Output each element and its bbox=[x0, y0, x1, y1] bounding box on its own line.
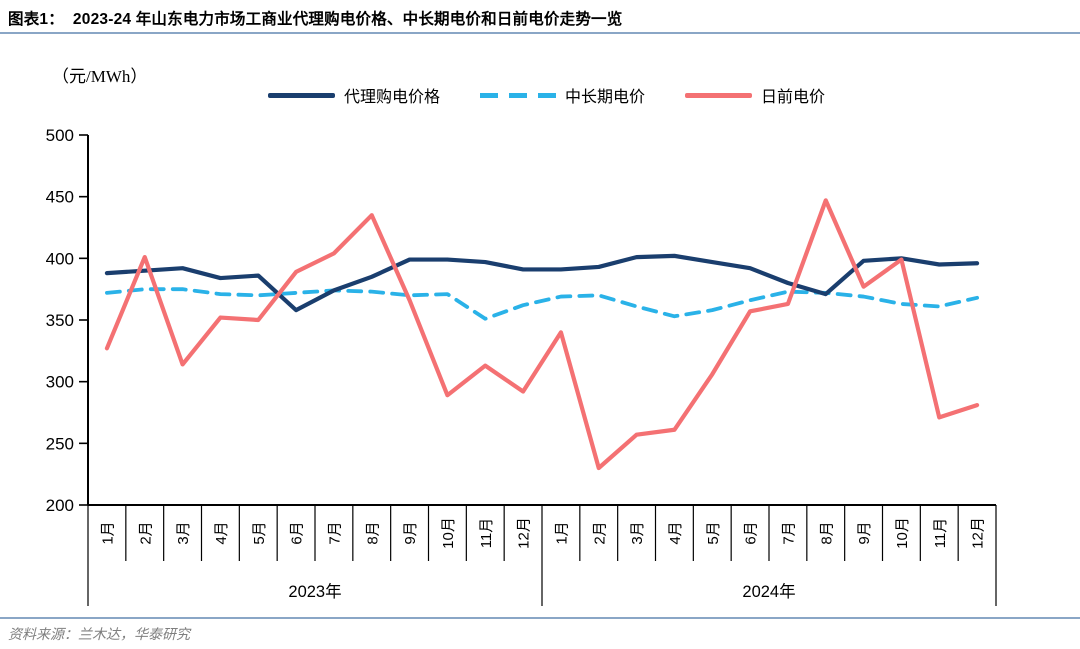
svg-text:9月: 9月 bbox=[856, 521, 873, 544]
svg-text:11月: 11月 bbox=[932, 518, 949, 549]
source-note: 资料来源：兰木达，华泰研究 bbox=[8, 628, 190, 643]
legend-line-swatch-dashed-cyan bbox=[480, 92, 557, 98]
title-divider bbox=[0, 32, 1080, 34]
svg-text:400: 400 bbox=[46, 249, 74, 268]
footer-divider bbox=[0, 617, 1080, 619]
svg-text:9月: 9月 bbox=[402, 521, 419, 544]
svg-text:4月: 4月 bbox=[667, 521, 684, 544]
svg-text:12月: 12月 bbox=[970, 517, 987, 549]
svg-text:1月: 1月 bbox=[553, 521, 570, 544]
svg-text:8月: 8月 bbox=[818, 521, 835, 544]
svg-text:12月: 12月 bbox=[516, 517, 533, 549]
svg-text:1月: 1月 bbox=[99, 521, 116, 544]
svg-text:2月: 2月 bbox=[137, 521, 154, 544]
line-chart-plot: 500 450 400 350 300 250 200 1月 2月 3月 4月 5月 6月 7月 8月 9月 1… bbox=[46, 126, 997, 606]
svg-text:3月: 3月 bbox=[175, 521, 192, 544]
legend-label: 代理购电价格 bbox=[344, 89, 441, 106]
svg-text:7月: 7月 bbox=[780, 521, 797, 544]
svg-text:3月: 3月 bbox=[629, 521, 646, 544]
svg-text:2024年: 2024年 bbox=[742, 582, 795, 601]
legend-item-zhongchangqi: 中长期电价 bbox=[480, 83, 645, 107]
svg-text:11月: 11月 bbox=[478, 518, 495, 549]
svg-text:7月: 7月 bbox=[326, 521, 343, 544]
svg-text:2月: 2月 bbox=[591, 521, 608, 544]
legend-item-riqian: 日前电价 bbox=[685, 83, 825, 107]
legend-label: 日前电价 bbox=[761, 89, 826, 106]
svg-text:10月: 10月 bbox=[894, 517, 911, 549]
legend-item-daili: 代理购电价格 bbox=[268, 83, 440, 107]
svg-text:8月: 8月 bbox=[364, 521, 381, 544]
svg-text:200: 200 bbox=[46, 496, 74, 515]
svg-text:5月: 5月 bbox=[705, 521, 722, 544]
legend-line-swatch-solid-red bbox=[685, 92, 753, 98]
svg-text:6月: 6月 bbox=[289, 521, 306, 544]
chart-title: 图表1： 2023-24 年山东电力市场工商业代理购电价格、中长期电价和日前电价… bbox=[8, 11, 623, 28]
svg-text:250: 250 bbox=[46, 434, 74, 453]
svg-text:450: 450 bbox=[46, 188, 74, 207]
svg-text:300: 300 bbox=[46, 373, 74, 392]
y-axis-unit-label: （元/MWh） bbox=[52, 67, 148, 86]
svg-text:10月: 10月 bbox=[440, 517, 457, 549]
figure-header: 图表1： 2023-24 年山东电力市场工商业代理购电价格、中长期电价和日前电价… bbox=[0, 0, 1080, 32]
legend-label: 中长期电价 bbox=[565, 89, 646, 106]
svg-text:2023年: 2023年 bbox=[288, 582, 341, 601]
svg-text:500: 500 bbox=[46, 126, 74, 145]
chart-legend: 代理购电价格 中长期电价 日前电价 bbox=[268, 83, 825, 107]
svg-text:4月: 4月 bbox=[213, 521, 230, 544]
svg-text:6月: 6月 bbox=[743, 521, 760, 544]
svg-text:5月: 5月 bbox=[251, 521, 268, 544]
legend-line-swatch-solid-navy bbox=[268, 92, 335, 98]
svg-text:350: 350 bbox=[46, 311, 74, 330]
